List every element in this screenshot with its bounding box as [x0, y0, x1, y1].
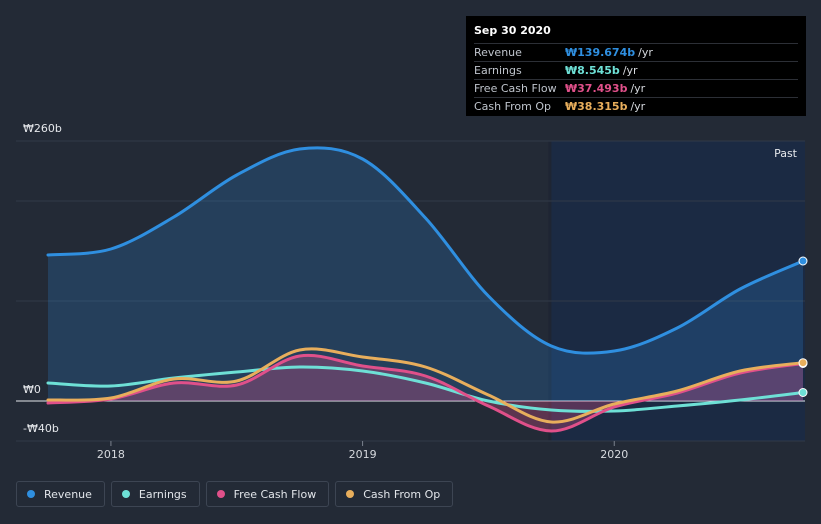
tooltip-row-revenue: Revenue ₩139.674b /yr [474, 43, 798, 61]
tooltip-value: ₩8.545b [565, 64, 620, 77]
legend-item-free-cash-flow[interactable]: Free Cash Flow [205, 481, 330, 507]
x-tick-label: 2020 [600, 448, 628, 461]
past-divider [548, 141, 552, 441]
line-cash-from-op [46, 347, 805, 424]
tooltip-label: Cash From Op [474, 100, 552, 113]
legend-dot-icon [27, 490, 35, 498]
legend-dot-icon [346, 490, 355, 498]
legend-dot-icon [121, 490, 130, 498]
tooltip-row-cash-from-op: Cash From Op ₩38.315b /yr [474, 97, 798, 115]
point-earnings [798, 388, 808, 397]
chart-tooltip: Sep 30 2020 Revenue ₩139.674b /yr Earnin… [466, 16, 806, 116]
tooltip-label: Earnings [474, 64, 522, 77]
tooltip-value: ₩139.674b [565, 46, 636, 59]
tooltip-label: Revenue [474, 46, 522, 59]
point-cash-from-op [798, 358, 808, 368]
point-revenue [798, 256, 808, 266]
legend-item-cash-from-op[interactable]: Cash From Op [335, 481, 454, 507]
past-label: Past [774, 147, 798, 160]
tooltip-label: Free Cash Flow [474, 82, 557, 95]
legend-label: Cash From Op [363, 487, 441, 501]
line-free-cash-flow [46, 353, 805, 433]
tooltip-date: Sep 30 2020 [474, 24, 551, 37]
tooltip-unit: /yr [638, 46, 653, 59]
x-tick-label: 2018 [97, 448, 125, 461]
line-revenue [46, 146, 805, 355]
area-free-cash-flow [48, 355, 803, 432]
tooltip-unit: /yr [630, 100, 646, 113]
legend-dot-icon [216, 490, 225, 498]
y-tick-label: -₩40b [23, 422, 59, 435]
x-tick-label: 2019 [349, 448, 377, 461]
legend-label: Earnings [138, 487, 187, 501]
legend-label: Revenue [44, 487, 92, 501]
tooltip-row-earnings: Earnings ₩8.545b /yr [474, 61, 798, 79]
tooltip-value: ₩38.315b [565, 100, 628, 113]
legend-item-revenue[interactable]: Revenue [16, 481, 105, 507]
chart-legend: Revenue Earnings Free Cash Flow Cash Fro… [16, 481, 454, 507]
y-tick-label: ₩0 [23, 383, 41, 396]
area-revenue [48, 147, 803, 401]
tooltip-unit: /yr [630, 82, 646, 95]
legend-item-earnings[interactable]: Earnings [110, 481, 200, 507]
tooltip-value: ₩37.493b [565, 82, 628, 95]
legend-label: Free Cash Flow [233, 487, 317, 501]
tooltip-row-free-cash-flow: Free Cash Flow ₩37.493b /yr [474, 79, 798, 97]
tooltip-unit: /yr [622, 64, 638, 77]
y-tick-label: ₩260b [23, 122, 62, 135]
